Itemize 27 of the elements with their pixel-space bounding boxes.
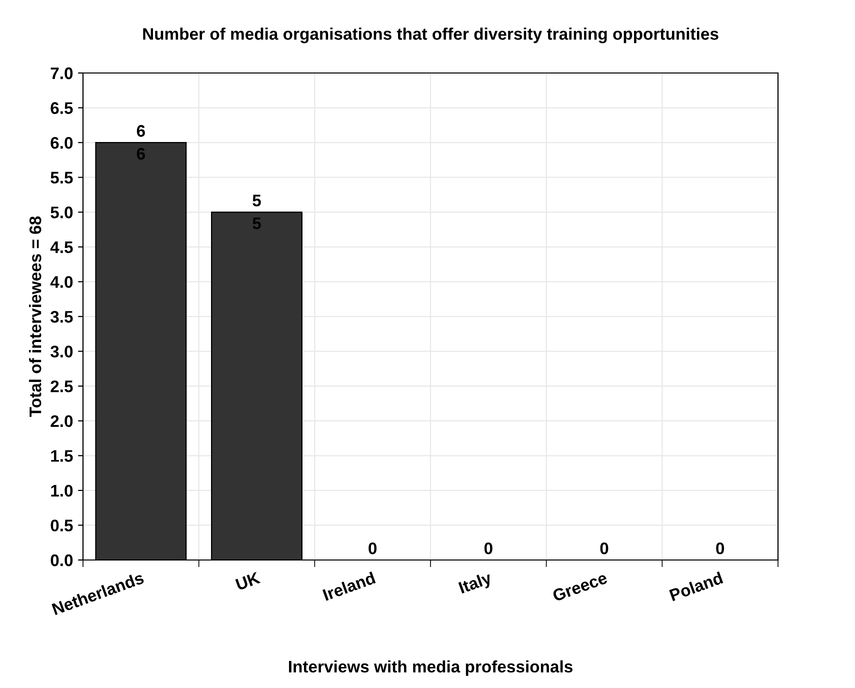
data-label: 0 (484, 542, 492, 554)
x-axis-title: Interviews with media professionals (288, 660, 572, 676)
text: 1.0 (51, 484, 73, 497)
text: 5.0 (50, 206, 73, 218)
data-label: 6 (136, 125, 145, 137)
data-label: 0 (600, 542, 608, 554)
text: 0.0 (50, 554, 73, 566)
x-tick-label: UK (235, 572, 261, 591)
data-label: 0 (368, 542, 377, 554)
chart-title: Number of media organisations that offer diversity training opportunities (143, 28, 718, 44)
data-label: 5 (252, 194, 261, 206)
text: 3.5 (50, 310, 73, 323)
text: 0.5 (50, 520, 73, 532)
text: 4.0 (50, 276, 73, 288)
x-tick-label: Italy (458, 571, 494, 597)
y-axis-title: Total of interviewees = 68 (29, 216, 42, 417)
text: 3.0 (50, 346, 73, 358)
text: 6.5 (50, 102, 73, 114)
x-tick-label: Greece (552, 572, 608, 602)
text: 6.0 (50, 136, 73, 149)
text: 4.5 (50, 242, 73, 254)
text: 5.5 (50, 172, 73, 184)
text: 2.0 (50, 415, 73, 428)
text: 2.5 (50, 380, 73, 392)
text: 1.5 (51, 450, 73, 462)
data-label: 0 (716, 542, 724, 554)
text: 7.0 (50, 67, 73, 80)
